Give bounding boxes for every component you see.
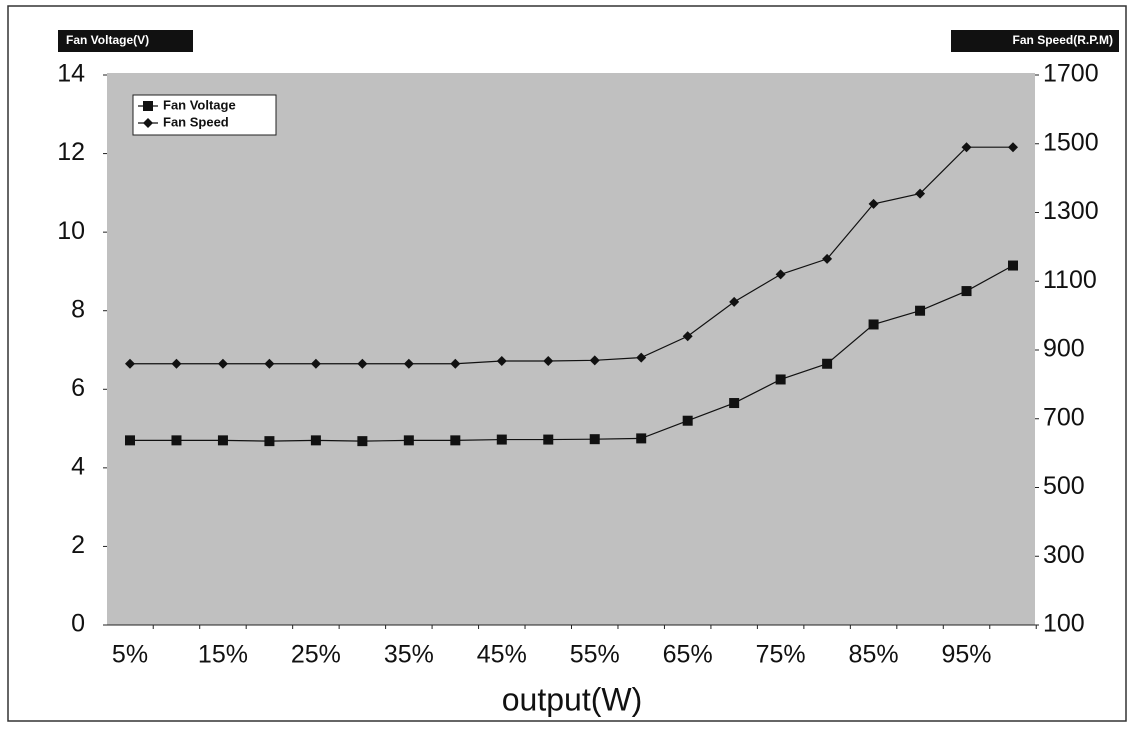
marker: [961, 286, 972, 297]
marker: [171, 358, 182, 369]
y2-tick-label: 1700: [1043, 60, 1099, 88]
marker: [729, 296, 740, 307]
x-tick-label: 55%: [570, 641, 620, 669]
marker: [589, 355, 600, 366]
series-line: [130, 265, 1014, 442]
marker: [143, 101, 153, 111]
y2-tick-label: 500: [1043, 472, 1085, 500]
x-tick-label: 85%: [849, 641, 899, 669]
y-tick-label: 8: [71, 295, 85, 323]
marker: [403, 435, 414, 446]
marker: [822, 358, 833, 369]
y-label-box: [58, 30, 193, 52]
marker: [822, 253, 833, 264]
marker: [143, 118, 153, 128]
y2-tick-label: 1300: [1043, 197, 1099, 225]
marker: [450, 358, 461, 369]
marker: [264, 436, 275, 447]
marker: [729, 398, 740, 409]
marker: [775, 374, 786, 385]
x-tick-label: 15%: [198, 641, 248, 669]
y-tick-label: 10: [57, 217, 85, 245]
marker: [450, 435, 461, 446]
marker: [171, 435, 182, 446]
y2-tick-label: 1500: [1043, 128, 1099, 156]
legend-box: [132, 94, 277, 136]
marker: [125, 435, 135, 446]
y2-tick-label: 700: [1043, 403, 1085, 431]
marker: [915, 188, 926, 199]
legend-label: Fan Speed: [163, 114, 229, 129]
y-tick-label: 4: [71, 452, 85, 480]
x-axis-label: output(W): [502, 681, 642, 717]
x-tick-label: 45%: [477, 641, 527, 669]
marker: [217, 358, 228, 369]
y-tick-label: 14: [57, 60, 85, 88]
y2-tick-label: 300: [1043, 541, 1085, 569]
x-tick-label: 25%: [291, 641, 341, 669]
marker: [403, 358, 414, 369]
marker: [496, 356, 507, 366]
marker: [357, 358, 368, 369]
marker: [310, 435, 321, 446]
marker: [1008, 142, 1018, 153]
x-tick-label: 95%: [942, 641, 992, 669]
marker: [682, 415, 693, 426]
x-tick-label: 65%: [663, 641, 713, 669]
y2-axis-label: Fan Speed(R.P.M): [1013, 33, 1113, 47]
x-tick-label: 75%: [756, 641, 806, 669]
y2-tick-label: 1100: [1043, 266, 1097, 294]
y2-label-box: [951, 30, 1119, 52]
marker: [125, 358, 135, 369]
y2-tick-label: 900: [1043, 335, 1085, 363]
legend-label: Fan Voltage: [163, 97, 236, 112]
marker: [543, 434, 554, 445]
marker: [868, 198, 879, 209]
marker: [775, 269, 786, 280]
marker: [1008, 260, 1018, 271]
marker: [961, 142, 972, 153]
y-tick-label: 2: [71, 531, 85, 559]
marker: [636, 433, 647, 444]
marker: [915, 305, 926, 316]
marker: [589, 434, 600, 445]
y-tick-label: 6: [71, 374, 85, 402]
marker: [682, 331, 693, 342]
plot-background: [107, 73, 1035, 625]
marker: [310, 358, 321, 369]
marker: [636, 352, 647, 363]
x-tick-label: 35%: [384, 641, 434, 669]
marker: [264, 358, 275, 369]
x-tick-label: 5%: [112, 641, 148, 669]
series-line: [130, 146, 1013, 365]
y-tick-label: 12: [57, 138, 85, 166]
y-tick-label: 0: [71, 610, 85, 638]
marker: [357, 436, 368, 447]
marker: [868, 319, 879, 330]
marker: [543, 356, 554, 366]
marker: [496, 434, 507, 445]
y-axis-label: Fan Voltage(V): [66, 33, 149, 47]
marker: [217, 435, 228, 446]
y2-tick-label: 100: [1043, 610, 1085, 638]
